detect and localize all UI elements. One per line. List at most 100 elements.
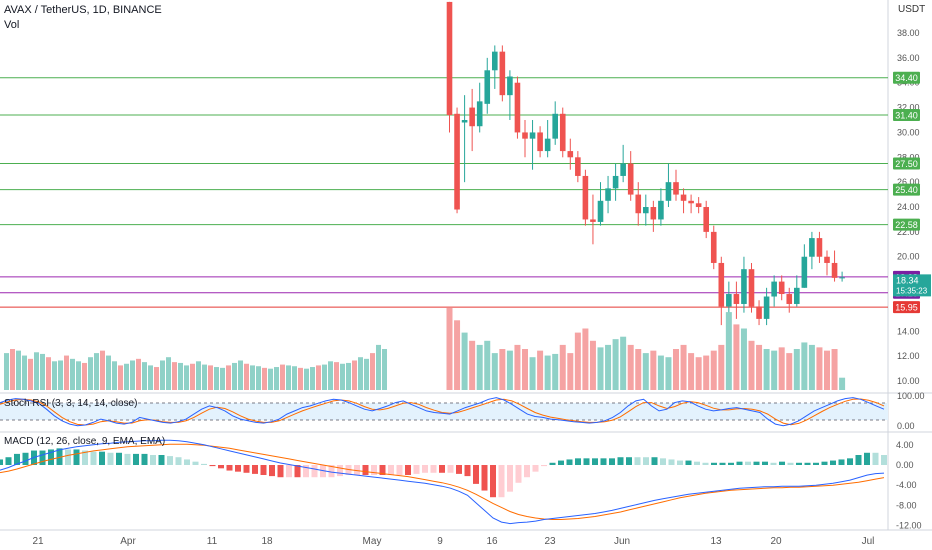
macd-histogram-bar bbox=[320, 465, 326, 478]
level-badge bbox=[893, 183, 920, 196]
volume-bar bbox=[280, 364, 285, 390]
volume-bar bbox=[695, 357, 702, 390]
volume-bar bbox=[461, 332, 468, 390]
macd-histogram-bar bbox=[456, 465, 462, 474]
volume-bar bbox=[148, 365, 153, 390]
volume-bar bbox=[34, 352, 39, 390]
macd-histogram-bar bbox=[371, 465, 377, 475]
volume-bar bbox=[370, 353, 375, 390]
macd-histogram-bar bbox=[821, 461, 828, 465]
current-price-badge bbox=[893, 274, 931, 297]
volume-label: Vol bbox=[4, 19, 20, 31]
candle-body bbox=[680, 194, 687, 201]
volume-bar bbox=[232, 362, 237, 390]
candle-body bbox=[824, 256, 830, 263]
time-tick-label: 11 bbox=[207, 536, 218, 547]
stoch-k-line bbox=[0, 397, 885, 427]
macd-histogram-bar bbox=[745, 461, 751, 465]
macd-histogram-bar bbox=[855, 455, 862, 465]
candle-body bbox=[582, 175, 589, 220]
candle-body bbox=[748, 269, 755, 307]
volume-bar bbox=[771, 350, 778, 390]
volume-bar bbox=[160, 360, 165, 390]
volume-bar bbox=[340, 363, 345, 390]
candle-body bbox=[650, 207, 657, 220]
macd-histogram-bar bbox=[677, 460, 683, 465]
volume-bar bbox=[778, 347, 785, 390]
volume-bar bbox=[786, 353, 793, 390]
volume-bar bbox=[718, 344, 725, 390]
price-tick-label: 20.00 bbox=[897, 252, 920, 262]
volume-bar bbox=[262, 367, 267, 390]
macd-histogram-bar bbox=[541, 465, 547, 467]
volume-bar bbox=[70, 358, 75, 390]
volume-bar bbox=[831, 349, 838, 390]
volume-bar bbox=[214, 367, 219, 390]
macd-histogram-bar bbox=[864, 452, 870, 465]
candle-body bbox=[763, 296, 770, 319]
macd-histogram-bar bbox=[592, 458, 598, 465]
volume-bar bbox=[816, 347, 823, 390]
volume-bar bbox=[589, 340, 596, 390]
volume-bar bbox=[154, 367, 159, 390]
current-price-label: 18.34 bbox=[896, 275, 919, 285]
candle-body bbox=[809, 238, 815, 257]
candle-body bbox=[522, 132, 528, 139]
macd-histogram-bar bbox=[804, 462, 811, 465]
volume-bar bbox=[657, 355, 664, 390]
volume-bar bbox=[178, 362, 183, 390]
symbol-title: AVAX / TetherUS, 1D, BINANCE bbox=[4, 4, 162, 16]
macd-histogram-bar bbox=[243, 465, 250, 473]
candle-body bbox=[529, 132, 536, 139]
price-tick-label: 24.00 bbox=[897, 202, 920, 212]
volume-bar bbox=[40, 353, 45, 390]
volume-bar bbox=[680, 344, 687, 390]
macd-histogram-bar bbox=[464, 465, 471, 477]
volume-bar bbox=[469, 340, 476, 390]
macd-histogram-bar bbox=[252, 465, 258, 474]
macd-histogram-bar bbox=[396, 465, 403, 475]
volume-bar bbox=[106, 355, 111, 390]
macd-histogram-bar bbox=[235, 465, 241, 472]
candle-body bbox=[695, 203, 702, 208]
candle-body bbox=[816, 238, 823, 257]
volume-bar bbox=[673, 349, 679, 390]
volume-bar bbox=[710, 350, 717, 390]
macd-histogram-bar bbox=[209, 465, 216, 467]
macd-histogram-bar bbox=[566, 459, 573, 465]
price-tick-label: 36.00 bbox=[897, 53, 920, 63]
macd-histogram-bar bbox=[447, 465, 454, 473]
candle-body bbox=[590, 219, 596, 222]
volume-bar bbox=[124, 363, 129, 390]
candle-body bbox=[673, 182, 679, 195]
macd-histogram-bar bbox=[48, 449, 54, 465]
macd-histogram-bar bbox=[609, 458, 615, 465]
price-tick-label: 32.00 bbox=[897, 103, 920, 113]
macd-histogram-bar bbox=[770, 462, 777, 465]
volume-bar bbox=[58, 360, 63, 390]
macd-histogram-bar bbox=[133, 453, 139, 465]
stoch-d-line bbox=[0, 398, 885, 426]
volume-bar bbox=[484, 340, 491, 390]
macd-histogram-bar bbox=[39, 450, 46, 465]
candle-body bbox=[778, 281, 785, 295]
price-tick-label: 26.00 bbox=[897, 177, 920, 187]
candle-body bbox=[597, 200, 604, 222]
macd-histogram-bar bbox=[617, 457, 624, 465]
level-badge bbox=[893, 301, 920, 314]
candle-body bbox=[839, 277, 845, 279]
volume-bar bbox=[544, 355, 551, 390]
price-tick-label: 14.00 bbox=[897, 326, 920, 336]
macd-histogram-bar bbox=[354, 465, 360, 475]
volume-bar bbox=[574, 332, 581, 390]
volume-bar bbox=[529, 357, 536, 390]
macd-histogram-bar bbox=[575, 458, 581, 465]
volume-bar bbox=[559, 344, 566, 390]
time-tick-label: 9 bbox=[437, 536, 443, 547]
macd-label: MACD (12, 26, close, 9, EMA, EMA) bbox=[4, 436, 166, 447]
macd-histogram-bar bbox=[379, 465, 386, 475]
volume-bar bbox=[286, 365, 291, 390]
volume-bar bbox=[220, 367, 225, 390]
volume-bar bbox=[514, 344, 521, 390]
